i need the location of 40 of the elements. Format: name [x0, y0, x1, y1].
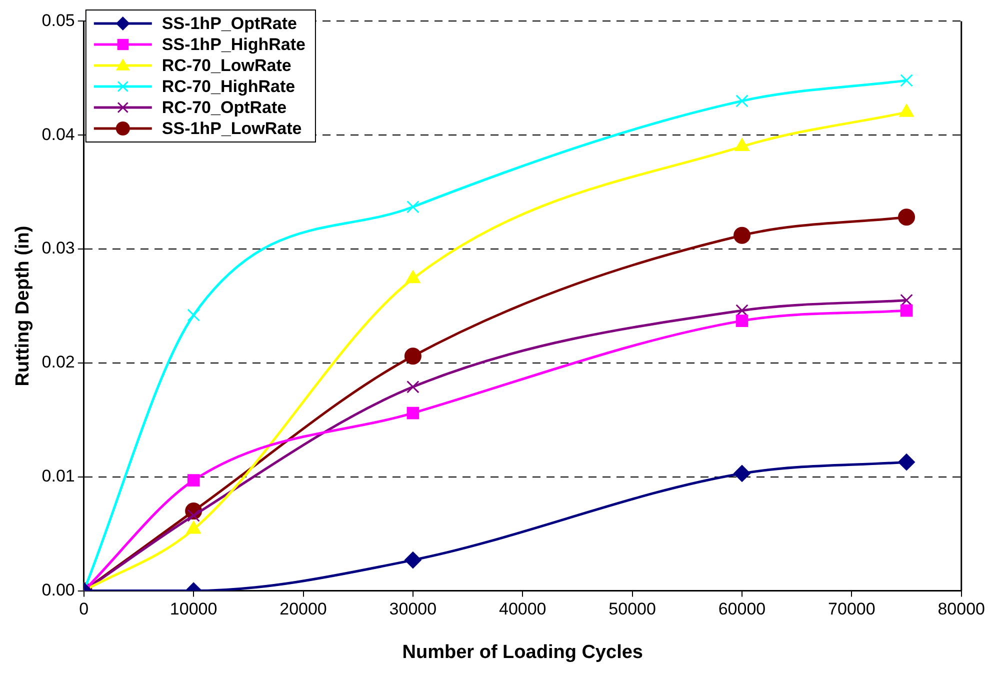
y-tick-label: 0.04	[42, 124, 75, 144]
x-tick-label: 10000	[170, 600, 218, 619]
point	[898, 454, 916, 471]
point	[900, 74, 913, 87]
legend-label: SS-1hP_OptRate	[162, 14, 297, 34]
point	[404, 552, 422, 569]
x-tick-label: 20000	[280, 600, 327, 619]
point	[898, 208, 916, 226]
point	[733, 226, 750, 244]
y-tick-label: 0.03	[42, 238, 75, 258]
point	[736, 94, 748, 108]
point	[736, 304, 748, 317]
point	[406, 406, 420, 420]
y-tick-label: 0.00	[42, 580, 75, 600]
x-axis-title: Number of Loading Cycles	[402, 642, 643, 663]
point	[406, 380, 420, 394]
x-tick-label: 40000	[498, 600, 546, 619]
y-tick-label: 0.05	[42, 10, 75, 30]
x-tick-label: 50000	[608, 600, 656, 619]
point	[187, 308, 200, 322]
y-axis-title: Rutting Depth (in)	[12, 226, 34, 386]
point	[404, 348, 422, 365]
point	[406, 200, 420, 214]
legend-label: RC-70_HighRate	[162, 77, 296, 96]
legend-label: SS-1hP_HighRate	[162, 35, 306, 54]
x-tick-label: 80000	[938, 600, 986, 619]
legend-label: RC-70_LowRate	[162, 56, 292, 76]
point	[736, 314, 748, 327]
point	[733, 464, 750, 482]
point	[900, 304, 913, 317]
x-tick-label: 0	[79, 600, 89, 619]
point	[900, 294, 913, 307]
y-tick-label: 0.01	[42, 466, 75, 486]
legend-label: RC-70_OptRate	[162, 98, 287, 118]
x-tick-label: 30000	[389, 600, 437, 619]
x-tick-label: 70000	[828, 600, 876, 619]
legend-label: SS-1hP_LowRate	[162, 119, 302, 138]
point	[187, 474, 200, 486]
y-tick-label: 0.02	[42, 352, 75, 372]
x-tick-label: 60000	[718, 600, 766, 619]
